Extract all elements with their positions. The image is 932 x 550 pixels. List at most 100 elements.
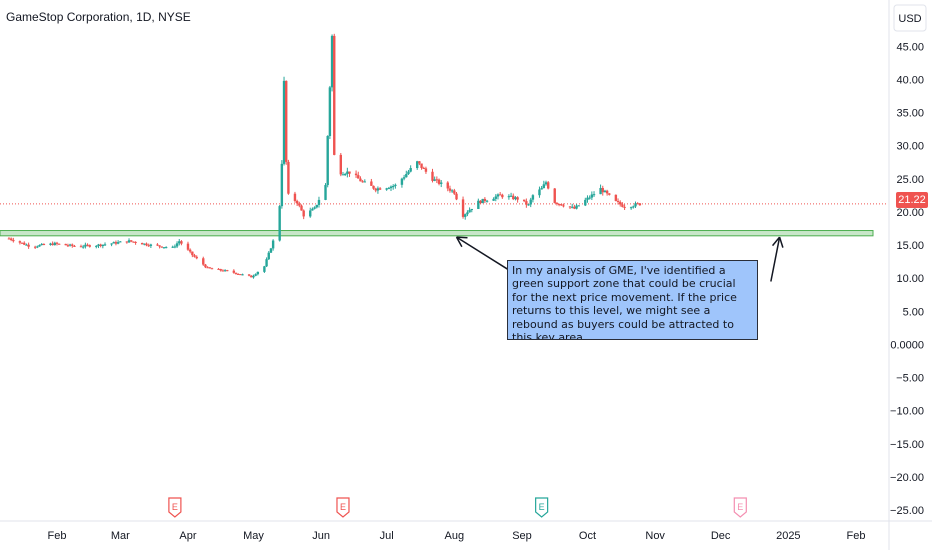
candle-body (568, 206, 572, 208)
candle-body (241, 274, 244, 276)
candle-body (125, 241, 129, 243)
y-tick-label: 10.00 (896, 273, 924, 285)
y-tick-label: 35.00 (896, 108, 924, 120)
candle-body (546, 182, 550, 189)
candle-body (464, 214, 467, 217)
candle-body (7, 238, 11, 240)
candle-body (265, 259, 268, 267)
last-price-tag: 21.22 (896, 192, 928, 208)
candle-body (629, 207, 633, 209)
candle-body (453, 190, 456, 194)
x-tick-label: Feb (48, 530, 67, 542)
candle-body (300, 205, 303, 211)
candle-body (359, 178, 362, 182)
candle-body (164, 247, 168, 249)
candle-body (180, 241, 183, 244)
candle-body (529, 199, 532, 205)
candle-body (584, 199, 587, 206)
candle-body (372, 185, 375, 189)
annotation-note[interactable]: In my analysis of GME, I've identified a… (507, 260, 758, 340)
candle-body (204, 264, 207, 268)
candle-body (175, 243, 179, 247)
candle-body (542, 184, 546, 189)
candle-body (110, 243, 113, 245)
candle-body (638, 203, 642, 206)
candle-body (49, 243, 52, 245)
support-zone (0, 230, 874, 237)
candle-body (538, 189, 541, 196)
candle-body (219, 269, 222, 271)
x-tick-label: 2025 (776, 530, 800, 542)
candle-body (101, 244, 105, 247)
candle-body (431, 171, 434, 181)
candle-body (461, 199, 465, 217)
candle-body (193, 255, 196, 257)
candle-body (450, 190, 454, 192)
chart-title: GameStop Corporation, 1D, NYSE (6, 10, 191, 24)
candle-body (140, 243, 144, 245)
candle-body (42, 244, 46, 246)
earnings-marker (336, 497, 350, 518)
candle-body (86, 244, 89, 246)
candle-body (507, 196, 511, 198)
candle-body (81, 246, 85, 248)
candle-body (315, 204, 318, 208)
candle-body (239, 274, 242, 276)
candle-body (354, 173, 358, 176)
candle-body (156, 244, 159, 246)
candle-body (531, 195, 535, 200)
candle-body (186, 243, 190, 250)
candle-body (361, 181, 364, 183)
candle-body (295, 200, 299, 204)
x-tick-label: Sep (512, 530, 532, 542)
candle-body (405, 174, 408, 178)
candle-body (53, 242, 57, 246)
candle-body (171, 246, 174, 248)
candle-body (317, 199, 321, 205)
x-tick-label: Nov (645, 530, 665, 542)
candle-body (407, 171, 410, 175)
candle-body (84, 244, 87, 247)
annotation-arrow (770, 237, 781, 282)
currency-box (893, 4, 927, 32)
candle-body (374, 188, 377, 191)
candle-body (346, 171, 349, 175)
candle-body (575, 205, 578, 209)
candle-body (603, 190, 607, 193)
candle-body (23, 242, 26, 245)
earnings-marker (733, 497, 747, 518)
candle-body (51, 243, 54, 246)
candle-body (173, 246, 177, 248)
candle-body (339, 154, 342, 175)
candle-body (562, 205, 565, 207)
candle-body (420, 163, 423, 168)
candle-body (560, 204, 563, 206)
candle-body (313, 207, 316, 209)
candle-body (599, 187, 602, 195)
candle-body (298, 203, 301, 206)
candle-body (608, 193, 611, 195)
candle-body (522, 199, 526, 202)
candle-body (282, 80, 286, 164)
candle-body (278, 206, 281, 241)
annotation-arrow-head (456, 236, 468, 239)
candle-body (577, 205, 580, 207)
candle-body (616, 200, 620, 202)
candle-body (254, 274, 257, 276)
candle-body (433, 179, 436, 181)
candle-body (492, 198, 495, 201)
x-tick-label: Jun (312, 530, 330, 542)
candle-body (448, 188, 452, 191)
candle-body (287, 161, 290, 194)
x-tick-label: Oct (579, 530, 596, 542)
candle-body (501, 194, 504, 198)
candle-body (116, 242, 120, 244)
candle-body (590, 194, 594, 198)
y-tick-label: 5.00 (903, 306, 924, 318)
x-tick-label: Dec (711, 530, 731, 542)
candle-body (614, 194, 618, 201)
candle-body (68, 244, 72, 246)
candle-body (223, 270, 227, 272)
candle-body (309, 210, 312, 217)
